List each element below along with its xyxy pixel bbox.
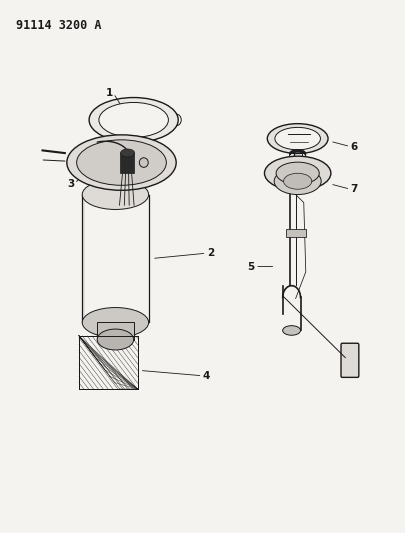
Text: 5: 5 (247, 262, 255, 271)
Ellipse shape (276, 162, 319, 184)
Ellipse shape (99, 102, 168, 138)
Ellipse shape (89, 98, 178, 142)
Ellipse shape (97, 329, 134, 350)
Text: 2: 2 (207, 248, 214, 258)
Ellipse shape (274, 168, 321, 195)
Bar (79, 336, 138, 389)
Text: 1: 1 (106, 88, 113, 98)
Ellipse shape (82, 180, 149, 209)
FancyBboxPatch shape (341, 343, 359, 377)
Bar (97, 322, 134, 340)
Ellipse shape (264, 156, 331, 190)
Text: 91114 3200 A: 91114 3200 A (16, 19, 102, 31)
Text: 7: 7 (351, 184, 358, 194)
Ellipse shape (283, 326, 301, 335)
Ellipse shape (82, 308, 149, 337)
Ellipse shape (267, 124, 328, 154)
Ellipse shape (67, 135, 176, 190)
Bar (286, 229, 306, 238)
Ellipse shape (284, 173, 312, 189)
Ellipse shape (139, 158, 148, 167)
Text: 6: 6 (351, 142, 358, 151)
Ellipse shape (275, 127, 320, 150)
Ellipse shape (77, 140, 166, 185)
Bar (79, 336, 138, 389)
Ellipse shape (121, 149, 134, 157)
Text: 3: 3 (67, 179, 75, 189)
Text: 4: 4 (203, 371, 210, 381)
Bar (120, 153, 134, 173)
